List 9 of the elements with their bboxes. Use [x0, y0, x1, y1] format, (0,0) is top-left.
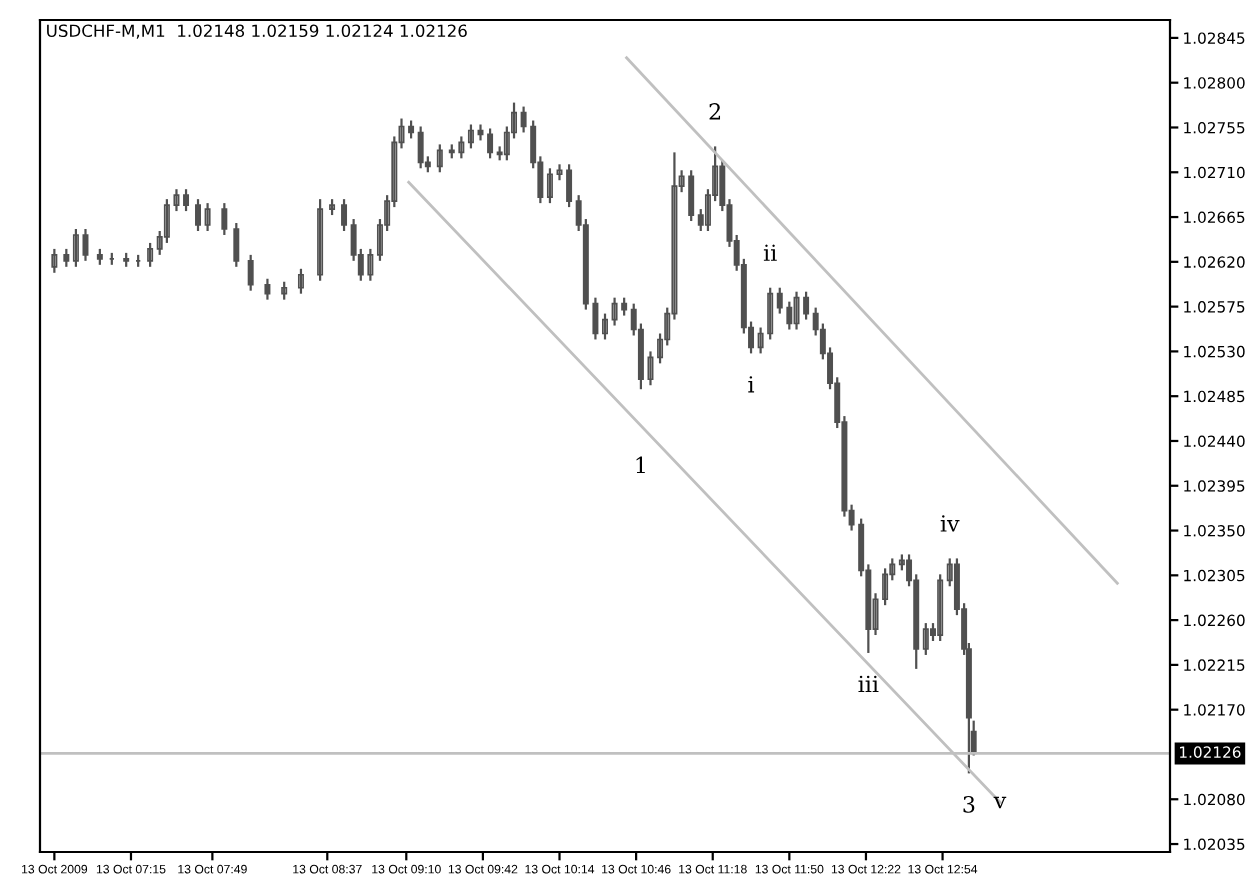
annotation: 1: [636, 456, 645, 474]
annotation: ii: [763, 244, 777, 261]
annotation: i: [748, 376, 755, 393]
chart-title: USDCHF-M,M1 1.02148 1.02159 1.02124 1.02126: [47, 24, 467, 39]
annotation: 2: [709, 103, 721, 120]
annotation: iii: [858, 675, 879, 693]
annotation: iv: [940, 515, 960, 532]
annotation: v: [993, 796, 1007, 809]
annotation: 3: [963, 795, 975, 813]
